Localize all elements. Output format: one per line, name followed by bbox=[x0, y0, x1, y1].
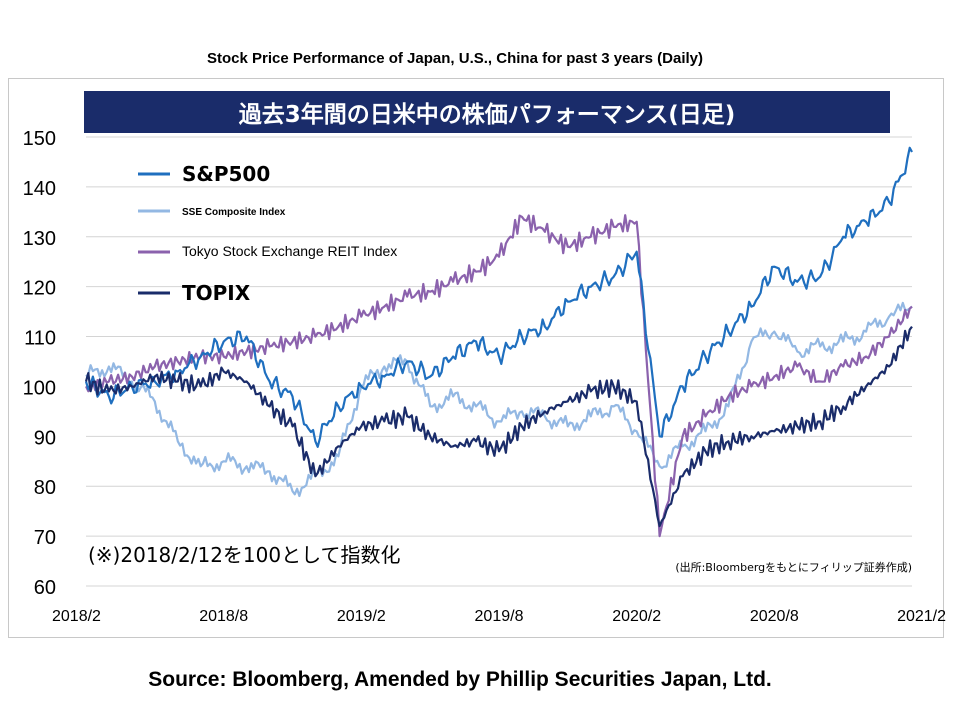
y-tick-label: 60 bbox=[34, 577, 56, 599]
x-tick-label: 2021/2 bbox=[897, 608, 946, 625]
legend-label-bg bbox=[180, 197, 420, 221]
y-tick-label: 130 bbox=[23, 228, 56, 250]
x-axis: 2018/2 2018/8 2019/2 2019/8 2020/2 2020/8 2021… bbox=[52, 608, 946, 625]
legend-label: TOPIX bbox=[182, 281, 251, 305]
x-tick-label: 2018/2 bbox=[52, 608, 101, 625]
series-line-tokyo-stock-exchange-reit-index bbox=[85, 214, 913, 538]
legend-label: Tokyo Stock Exchange REIT Index bbox=[182, 243, 397, 259]
y-tick-label: 80 bbox=[34, 477, 56, 499]
credit-note: (出所:Bloombergをもとにフィリップ証券作成) bbox=[675, 560, 912, 574]
legend: S&P500 SSE Composite Index Tokyo Stock Exc… bbox=[138, 162, 455, 305]
page-title: Stock Price Performance of Japan, U.S., … bbox=[206, 50, 703, 67]
series-line-sse-composite-index bbox=[85, 301, 913, 498]
x-tick-label: 2019/8 bbox=[475, 608, 524, 625]
legend-label-bg bbox=[180, 238, 455, 262]
y-tick-label: 100 bbox=[23, 377, 56, 399]
series-line-s-p500 bbox=[84, 146, 913, 448]
index-note: (※)2018/2/12を100として指数化 bbox=[88, 543, 401, 567]
series-line-topix bbox=[84, 325, 913, 528]
chart-frame bbox=[8, 78, 944, 638]
y-axis: 60 70 80 90 100 110 120 130 140 150 bbox=[23, 128, 56, 599]
y-tick-label: 140 bbox=[23, 178, 56, 200]
y-tick-label: 70 bbox=[34, 527, 56, 549]
x-tick-label: 2018/8 bbox=[199, 608, 248, 625]
grid bbox=[86, 136, 912, 587]
y-tick-label: 90 bbox=[34, 427, 56, 449]
y-tick-label: 120 bbox=[23, 278, 56, 300]
chart-title: 過去3年間の日米中の株価パフォーマンス(日足) bbox=[84, 91, 890, 133]
x-tick-label: 2019/2 bbox=[337, 608, 386, 625]
y-tick-label: 150 bbox=[23, 128, 56, 150]
y-tick-label: 110 bbox=[24, 328, 56, 350]
x-tick-label: 2020/8 bbox=[750, 608, 799, 625]
legend-label: S&P500 bbox=[182, 162, 270, 186]
source-note: Source: Bloomberg, Amended by Phillip Se… bbox=[148, 668, 772, 691]
series-lines bbox=[84, 146, 913, 538]
x-tick-label: 2020/2 bbox=[612, 608, 661, 625]
legend-label: SSE Composite Index bbox=[182, 207, 286, 218]
